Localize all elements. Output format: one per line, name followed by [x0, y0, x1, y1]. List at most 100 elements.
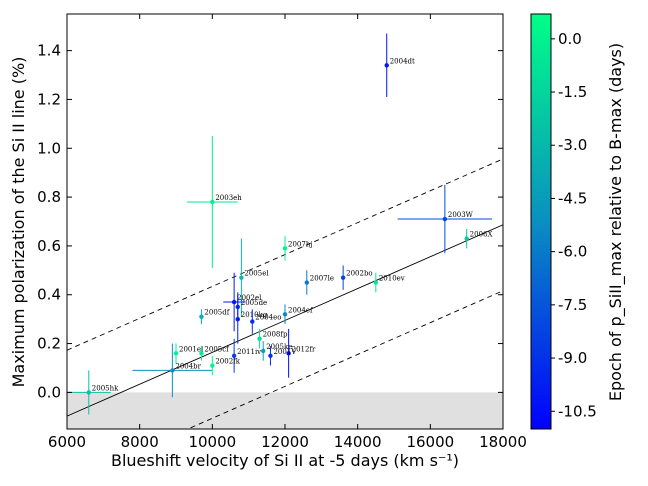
x-tick-label: 10000 [188, 433, 236, 451]
data-point-2001V: 2001V [268, 346, 297, 366]
data-point-2001el: 2001el [173, 343, 204, 364]
point-label: 2005el [244, 270, 269, 278]
data-point-2005df: 2005df [199, 309, 231, 325]
point-label: 2007hj [288, 240, 313, 248]
data-point-2002fk: 2002fk [210, 355, 241, 376]
colorbar-tick-label: -3.0 [558, 136, 587, 154]
data-point-2008fp: 2008fp [257, 328, 288, 349]
colorbar-gradient [530, 13, 552, 430]
y-axis-ticks: 0.0 0.2 0.4 0.6 0.8 1.0 1.2 1.4 [37, 42, 503, 401]
x-tick-label: 16000 [406, 433, 454, 451]
point-label: 2010kg [241, 311, 268, 319]
marker [304, 280, 309, 285]
marker [239, 275, 244, 280]
point-label: 2001V [273, 348, 297, 356]
y-tick-label: 1.2 [37, 90, 61, 108]
marker [231, 299, 237, 305]
colorbar-tick-label: -6.0 [558, 243, 587, 261]
x-tick-label: 12000 [261, 433, 309, 451]
plot-area: 2004dt 2003eh 2003W 2006X 2007hj 2005el 2007le… [37, 13, 527, 451]
colorbar-tick-label: -1.5 [558, 83, 587, 101]
x-tick-label: 14000 [334, 433, 382, 451]
y-tick-label: 0.0 [37, 383, 61, 401]
marker [210, 199, 215, 205]
colorbar-tick-label: 0.0 [558, 30, 582, 48]
marker [282, 312, 288, 317]
data-point-2005ke: 2005ke [261, 341, 292, 361]
point-label: 2004dt [390, 57, 415, 65]
point-label: 2004ef [288, 306, 314, 314]
point-label: 2003W [448, 211, 474, 219]
point-label: 2005df [204, 309, 230, 317]
colorbar-label: Epoch of p_SiII_max relative to B-max (d… [606, 43, 626, 401]
marker [173, 351, 179, 356]
marker [373, 280, 379, 285]
marker [86, 390, 92, 395]
marker [286, 351, 291, 356]
x-axis-title: Blueshift velocity of Si II at -5 days (… [111, 451, 459, 470]
point-label: 2010ev [379, 275, 405, 283]
point-label: 2005hk [92, 384, 119, 392]
data-point-2005hk: 2005hk [67, 370, 119, 415]
lower-band-line [186, 290, 503, 429]
marker [199, 314, 204, 319]
y-tick-label: 0.6 [37, 237, 61, 255]
marker [257, 336, 262, 341]
point-label: 2002fk [215, 358, 240, 366]
data-point-2003W: 2003W [397, 184, 493, 254]
marker [231, 353, 237, 358]
marker [250, 319, 255, 324]
marker [464, 236, 469, 241]
data-point-2007hj: 2007hj [282, 236, 313, 261]
point-label: 2004eo [255, 314, 281, 322]
colorbar: 0.0 -1.5 -3.0 -4.5 -6.0 -7.5 -9.0 -10.5 Epoch o… [530, 13, 626, 430]
data-point-2006X: 2006X [464, 228, 493, 249]
colorbar-tick-label: -7.5 [558, 296, 587, 314]
data-point-2003eh: 2003eh [186, 136, 242, 268]
x-tick-label: 8000 [121, 433, 159, 451]
data-point-2005el: 2005el [239, 238, 269, 317]
plot-frame [66, 13, 504, 430]
marker [384, 63, 389, 68]
y-tick-label: 0.2 [37, 335, 61, 353]
colorbar-tick-label: -10.5 [558, 402, 597, 420]
x-tick-label: 6000 [48, 433, 86, 451]
marker [261, 348, 266, 354]
data-point-2004ef: 2004ef [282, 304, 314, 325]
point-label: 2003eh [215, 194, 242, 202]
marker [235, 316, 240, 322]
marker [340, 275, 346, 280]
colorbar-tick-label: -9.0 [558, 349, 587, 367]
colorbar-tick-label: -4.5 [558, 189, 587, 207]
point-label: 2006X [470, 231, 493, 239]
point-label: 2002el [237, 294, 262, 302]
data-point-2002bo: 2002bo [340, 265, 373, 290]
point-label: 2005de [241, 299, 267, 307]
data-point-2002el: 2002el [223, 272, 262, 332]
y-tick-label: 0.8 [37, 188, 61, 206]
point-label: 2008fp [263, 331, 288, 339]
point-label: 2005cf [204, 345, 230, 353]
negative-shade-region [67, 392, 503, 429]
marker [268, 353, 273, 358]
y-tick-label: 1.0 [37, 139, 61, 157]
point-label: 2005ke [266, 343, 292, 351]
data-point-2007le: 2007le [304, 270, 334, 295]
marker [199, 351, 204, 356]
colorbar-ticks: 0.0 -1.5 -3.0 -4.5 -6.0 -7.5 -9.0 -10.5 [551, 30, 597, 420]
x-tick-label: 18000 [479, 433, 527, 451]
y-tick-label: 1.4 [37, 42, 61, 60]
data-point-2004eo: 2004eo [250, 309, 281, 334]
point-label: 2007le [310, 275, 334, 283]
x-axis-ticks: 6000 8000 10000 12000 14000 16000 18000 [48, 14, 527, 451]
marker [442, 216, 448, 222]
marker [210, 363, 215, 368]
data-point-2011iv: 2011iv [231, 338, 261, 373]
data-point-2010ev: 2010ev [373, 272, 405, 293]
point-label: 2011iv [237, 348, 261, 356]
point-label: 2001el [179, 345, 204, 353]
data-point-2004dt: 2004dt [384, 33, 415, 97]
data-point-2012fr: 2012fr [286, 328, 316, 378]
data-point-2010kg: 2010kg [235, 294, 268, 344]
